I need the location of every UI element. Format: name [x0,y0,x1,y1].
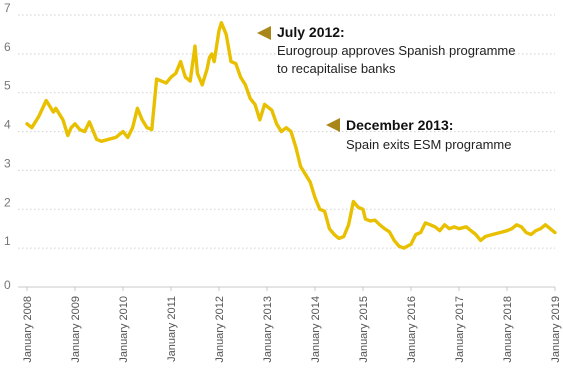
x-tick-label: January 2016 [406,296,418,363]
annotation-line1-december-2013: Spain exits ESM programme [346,137,511,152]
y-tick-label: 4 [4,118,11,132]
y-tick-label: 5 [4,79,11,93]
y-tick-label: 3 [4,156,11,170]
x-tick-label: January 2012 [214,296,226,363]
annotation-december-2013: December 2013: Spain exits ESM programme [326,117,511,152]
x-tick-label: January 2011 [166,296,178,362]
y-tick-label: 0 [4,278,11,292]
x-tick-label: January 2008 [22,296,34,363]
y-tick-label: 2 [4,195,11,209]
annotation-line1-july-2012: Eurogroup approves Spanish programme [277,43,515,58]
x-tick-label: January 2017 [454,296,466,363]
x-tick-label: January 2018 [502,296,514,363]
y-axis-ticks: 0 1 2 3 4 5 6 7 [4,1,11,292]
series-line [25,21,557,250]
y-tick-label: 1 [4,234,11,248]
x-axis-ticks: January 2008 January 2009 January 2010 Janu… [22,287,562,363]
x-tick-label: January 2019 [550,296,562,363]
annotation-july-2012: July 2012: Eurogroup approves Spanish pr… [257,24,515,76]
annotation-title-december-2013: December 2013: [346,117,453,133]
grid-lines [18,14,555,288]
y-tick-label: 6 [4,40,11,54]
x-tick-label: January 2010 [118,296,130,363]
annotation-marker-july-2012 [257,26,271,40]
x-tick-label: January 2009 [70,296,82,363]
annotation-line2-july-2012: to recapitalise banks [277,61,396,76]
y-tick-label: 7 [4,1,11,15]
annotation-title-july-2012: July 2012: [277,24,345,40]
annotation-marker-december-2013 [326,118,340,132]
x-tick-label: January 2013 [262,296,274,363]
x-tick-label: January 2015 [358,296,370,363]
x-tick-label: January 2014 [310,296,322,363]
